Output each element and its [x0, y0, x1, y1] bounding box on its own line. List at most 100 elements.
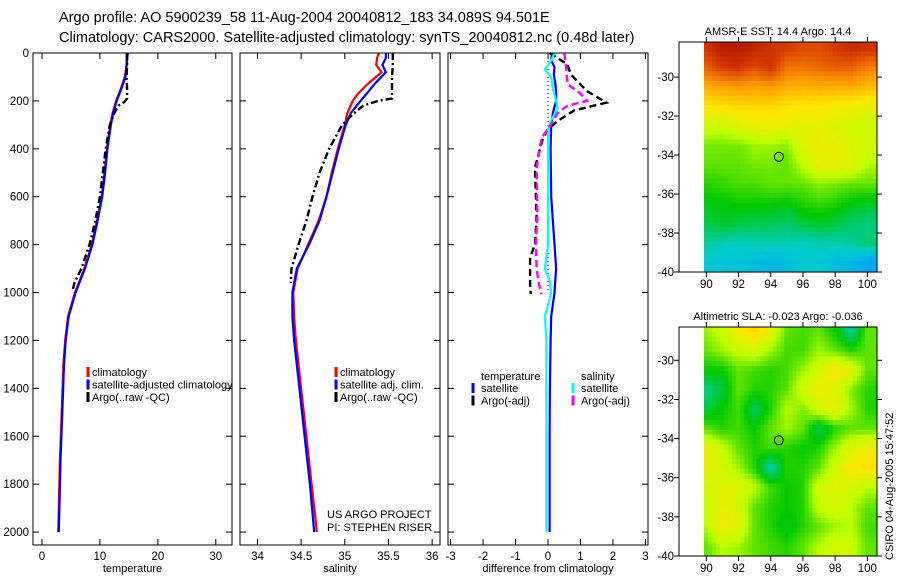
heatmap-cell: [860, 336, 866, 343]
heatmap-cell: [772, 488, 777, 494]
heatmap-cell: [752, 168, 757, 175]
heatmap-cell: [712, 173, 717, 180]
heatmap-cell: [712, 115, 717, 121]
heatmap-cell: [720, 331, 725, 338]
heatmap-cell: [812, 351, 818, 357]
heatmap-cell: [784, 222, 789, 228]
heatmap-cell: [856, 503, 862, 509]
heatmap-cell: [716, 375, 721, 382]
heatmap-cell: [732, 532, 737, 538]
heatmap-cell: [740, 459, 745, 465]
heatmap-cell: [784, 400, 789, 406]
heatmap-cell: [816, 503, 822, 509]
heatmap-cell: [732, 361, 737, 367]
heatmap-cell: [840, 246, 846, 253]
heatmap-cell: [812, 537, 818, 543]
heatmap-cell: [792, 158, 798, 165]
heatmap-cell: [708, 420, 713, 426]
heatmap-cell: [764, 390, 769, 397]
heatmap-cell: [764, 241, 769, 248]
heatmap-cell: [712, 336, 717, 343]
heatmap-cell: [764, 202, 769, 209]
heatmap-cell: [804, 331, 810, 338]
heatmap-cell: [800, 532, 806, 538]
heatmap-cell: [760, 405, 765, 411]
heatmap-cell: [752, 158, 757, 165]
heatmap-cell: [840, 552, 846, 557]
heatmap-cell: [832, 390, 838, 397]
heatmap-cell: [752, 444, 757, 450]
heatmap-cell: [760, 139, 765, 145]
heatmap-cell: [864, 439, 870, 445]
heatmap-cell: [768, 115, 773, 121]
heatmap-cell: [732, 390, 737, 397]
heatmap-cell: [716, 390, 721, 397]
heatmap-cell: [732, 395, 737, 401]
heatmap-cell: [869, 144, 874, 150]
heatmap-cell: [824, 124, 830, 131]
heatmap-cell: [800, 129, 806, 136]
heatmap-cell: [836, 42, 842, 48]
heatmap-cell: [708, 483, 713, 490]
heatmap-cell: [832, 197, 838, 204]
heatmap-cell: [796, 163, 802, 170]
heatmap-cell: [852, 415, 858, 421]
heatmap-cell: [720, 385, 725, 392]
heatmap-cell: [720, 517, 725, 524]
heatmap-cell: [864, 85, 870, 92]
heatmap-cell: [836, 51, 842, 58]
heatmap-cell: [864, 420, 870, 426]
heatmap-cell: [768, 193, 773, 199]
heatmap-cell: [792, 66, 798, 72]
heatmap-cell: [824, 552, 830, 557]
heatmap-cell: [712, 331, 717, 338]
heatmap-cell: [804, 483, 810, 490]
heatmap-cell: [869, 66, 874, 72]
heatmap-cell: [716, 144, 721, 150]
heatmap-cell: [724, 331, 729, 338]
heatmap-cell: [756, 444, 761, 450]
heatmap-cell: [856, 139, 862, 145]
heatmap-cell: [812, 410, 818, 416]
heatmap-cell: [760, 331, 765, 338]
heatmap-cell: [716, 410, 721, 416]
heatmap-cell: [708, 395, 713, 401]
heatmap-cell: [832, 424, 838, 431]
heatmap-cell: [816, 351, 822, 357]
heatmap-cell: [792, 178, 798, 184]
heatmap-cell: [873, 61, 878, 67]
heatmap-cell: [836, 522, 842, 529]
heatmap-cell: [832, 266, 838, 272]
heatmap-cell: [860, 51, 866, 58]
heatmap-cell: [764, 537, 769, 543]
heatmap-cell: [748, 163, 753, 170]
heatmap-cell: [744, 361, 749, 367]
heatmap-cell: [804, 154, 810, 160]
heatmap-cell: [768, 158, 773, 165]
heatmap-cell: [836, 149, 842, 155]
heatmap-cell: [736, 508, 741, 514]
heatmap-cell: [708, 341, 713, 348]
heatmap-cell: [832, 42, 838, 48]
heatmap-cell: [752, 183, 757, 189]
heatmap-cell: [816, 459, 822, 465]
heatmap-cell: [848, 42, 854, 48]
heatmap-cell: [740, 188, 745, 194]
heatmap-cell: [732, 95, 737, 102]
heatmap-cell: [860, 222, 866, 228]
x-tick-label: 2: [610, 551, 616, 563]
heatmap-cell: [728, 100, 733, 106]
heatmap-cell: [712, 227, 717, 233]
heatmap-cell: [856, 66, 862, 72]
heatmap-cell: [852, 178, 858, 184]
heatmap-cell: [764, 149, 769, 155]
heatmap-cell: [704, 498, 709, 504]
heatmap-cell: [852, 498, 858, 504]
heatmap-cell: [796, 517, 802, 524]
heatmap-cell: [792, 395, 798, 401]
lat-tick-label: -32: [657, 111, 674, 123]
heatmap-cell: [840, 42, 846, 48]
heatmap-cell: [784, 351, 789, 357]
heatmap-cell: [869, 105, 874, 111]
heatmap-cell: [820, 478, 826, 485]
